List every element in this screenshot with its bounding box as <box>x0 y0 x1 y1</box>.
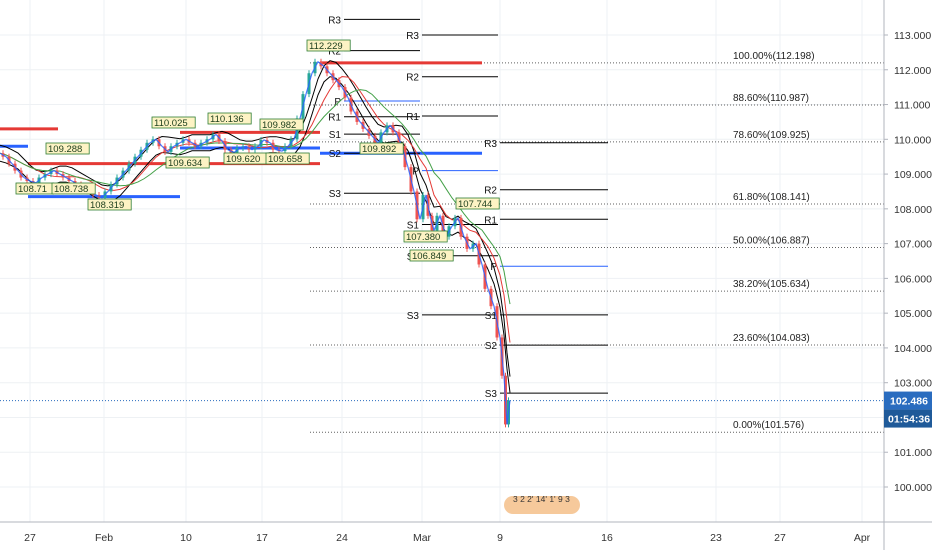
swing-badge-box <box>455 197 500 210</box>
swing-badge-text: 109.288 <box>48 144 82 155</box>
y-tick-label: 100.000 <box>894 482 932 494</box>
y-tick-label: 101.000 <box>894 447 932 459</box>
swing-badge-box <box>87 198 132 211</box>
pivot-line-week1-label: S1 <box>329 130 342 141</box>
x-tick-label: 23 <box>710 532 722 544</box>
event-marker-box <box>504 496 580 514</box>
pivot-line-week2-label: S1 <box>407 220 420 231</box>
pivot-line-week3-label: S1 <box>485 311 498 322</box>
y-tick-label: 108.000 <box>894 204 932 216</box>
gridlines <box>0 0 884 522</box>
fib-level-label: 38.20%(105.634) <box>733 279 810 290</box>
fib-level-label: 100.00%(112.198) <box>733 51 815 62</box>
swing-badge-text: 107.380 <box>406 232 440 243</box>
x-tick-label: Apr <box>854 532 871 544</box>
swing-badge-text: 106.849 <box>412 251 446 262</box>
swing-badge-text: 108.319 <box>90 200 124 211</box>
swing-badge-text: 107.744 <box>458 199 492 210</box>
x-tick-label: 27 <box>24 532 36 544</box>
x-tick-label: 16 <box>601 532 613 544</box>
swing-badge-text: 108.71 <box>18 184 47 195</box>
swing-badge-box <box>207 112 252 125</box>
current-price-label: 102.486 <box>890 396 928 408</box>
y-tick-label: 110.000 <box>894 134 931 146</box>
swing-badge-text: 109.892 <box>362 144 396 155</box>
fib-level-label: 0.00%(101.576) <box>733 420 804 431</box>
x-tick-label: 24 <box>336 532 348 544</box>
x-tick-label: Mar <box>413 532 432 544</box>
swing-badge-text: 109.658 <box>268 154 302 165</box>
countdown-tag <box>884 409 932 428</box>
fib-level-label: 23.60%(104.083) <box>733 333 810 344</box>
y-tick-label: 106.000 <box>894 273 932 285</box>
x-axis: 27 Feb 10 17 24 Mar 9 16 23 27 Apr <box>0 521 932 544</box>
swing-badge-text: 108.738 <box>54 184 88 195</box>
swing-badge-box <box>51 182 96 195</box>
pivot-line-week3-label: R3 <box>484 139 497 150</box>
fib-level-label: 50.00%(106.887) <box>733 236 810 247</box>
y-axis: 113.000 112.000 111.000 110.000 109.000 108.0… <box>883 0 932 550</box>
pivot-line-week1-label: S3 <box>329 189 342 200</box>
current-price-tag <box>884 391 932 410</box>
pivot-line-week3-label: S2 <box>485 341 498 352</box>
swing-badge-box <box>265 152 310 165</box>
x-tick-label: 10 <box>180 532 192 544</box>
pivot-line-week2-label: R3 <box>406 31 419 42</box>
countdown-label: 01:54:36 <box>888 414 930 426</box>
pivot-line-week2-label: R2 <box>406 73 419 84</box>
fib-level-label: 78.60%(109.925) <box>733 130 810 141</box>
y-tick-label: 103.000 <box>894 378 932 390</box>
price-series <box>0 58 511 428</box>
y-tick-label: 105.000 <box>894 308 932 320</box>
swing-badge-text: 109.620 <box>226 154 260 165</box>
x-tick-label: 17 <box>256 532 268 544</box>
y-tick-label: 107.000 <box>894 239 932 251</box>
pivot-line-week3-label: R2 <box>484 186 497 197</box>
swing-badge-text: 109.982 <box>262 120 296 131</box>
swing-badge-box <box>359 142 404 155</box>
swing-badge-text: 110.025 <box>154 118 188 129</box>
y-tick-label: 112.000 <box>894 65 931 77</box>
swing-badge-box <box>151 116 196 129</box>
swing-badge-text: 109.634 <box>168 158 202 169</box>
pivot-line-week1-label: R3 <box>328 15 341 26</box>
price-tags: 102.486 01:54:36 <box>0 391 932 428</box>
y-tick-label: 111.000 <box>894 100 931 112</box>
swing-badge-text: 112.229 <box>309 41 343 52</box>
pivot-line-week3-label: S3 <box>485 389 498 400</box>
swing-badge-box <box>409 249 454 262</box>
x-tick-label: 27 <box>774 532 786 544</box>
swing-badge-box <box>259 118 304 131</box>
y-tick-label: 113.000 <box>894 30 931 42</box>
event-marker-text: 3 2 2' 14' 1' 9 3 <box>513 494 570 504</box>
fib-level-label: 61.80%(108.141) <box>733 192 810 203</box>
swing-badges: 108.71 108.738 109.288 108.319 110.025 109.63… <box>15 39 580 514</box>
x-tick-label: Feb <box>95 532 113 544</box>
pivot-line-week2-label: R1 <box>406 112 419 123</box>
pivot-line-week1-label: S2 <box>329 149 342 160</box>
swing-badge-box <box>306 39 351 52</box>
swing-badge-box <box>165 156 210 169</box>
swing-badge-box <box>403 230 448 243</box>
swing-badge-text: 110.136 <box>210 114 244 125</box>
pivot-line-week1-label: R1 <box>328 113 341 124</box>
y-tick-label: 109.000 <box>894 169 932 181</box>
fibonacci-levels: 100.00%(112.198) 88.60%(110.987) 78.60%(10… <box>310 51 884 433</box>
pivot-line-week2-label: S3 <box>407 311 420 322</box>
pivot-line-week1-label: R2 <box>328 47 341 58</box>
fib-level-label: 88.60%(110.987) <box>733 93 809 104</box>
swing-badge-box <box>45 142 90 155</box>
y-tick-label: 104.000 <box>894 343 932 355</box>
pivot-line-week3-label: R1 <box>484 215 497 226</box>
x-tick-label: 9 <box>497 532 503 544</box>
